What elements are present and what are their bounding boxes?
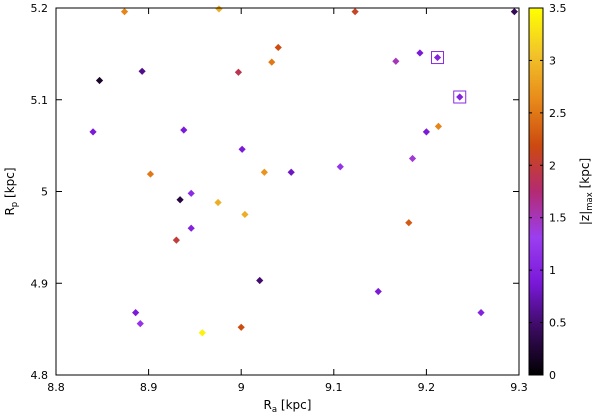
data-point [241,210,249,219]
data-point [95,76,104,85]
data-point [172,236,180,244]
colorbar-tick-label: 2.5 [549,107,567,120]
data-point [214,198,222,207]
y-tick-label: 5.2 [31,2,49,15]
y-tick-label: 4.9 [31,277,49,290]
highlight-box [453,90,467,104]
y-axis-ticks: 4.8 4.9 5 5.1 5.2 [31,2,519,382]
data-point [405,219,413,227]
x-axis-ticks: 8.8 8.9 9 9.1 9.2 9.3 [47,8,528,394]
y-axis-label-main: R [3,207,17,215]
colorbar-tick-label: 3.5 [549,2,567,15]
colorbar-label-main: |z| [578,211,592,225]
colorbar-tick-label: 0 [549,369,556,382]
colorbar-label: |z|max [kpc] [578,158,595,225]
colorbar: 0 0.5 1 1.5 2 2.5 3 3.5 [528,2,567,382]
x-axis-label-main: R [264,398,272,412]
data-point [198,329,206,337]
data-point [136,320,144,328]
data-point [374,287,382,296]
data-point [351,8,359,16]
data-point [416,49,424,57]
colorbar-gradient [528,7,544,376]
y-axis-label: Rp [kpc] [3,167,20,215]
data-point [138,67,146,75]
data-point [237,323,245,331]
data-point [287,168,295,176]
data-point [215,5,223,13]
data-point [456,93,464,101]
data-points [89,5,518,337]
y-axis-label-unit: [kpc] [3,167,17,201]
colorbar-tick-label: 1.5 [549,212,567,225]
y-tick-label: 5 [41,186,48,199]
highlight-box [431,51,445,65]
data-point [234,68,243,76]
data-point [180,126,188,134]
x-tick-label: 9.2 [418,381,436,394]
data-point [260,168,268,176]
data-point [268,58,276,66]
x-tick-label: 9 [238,381,245,394]
x-tick-label: 9.1 [325,381,343,394]
plot-area-frame [55,7,520,376]
data-point [408,154,417,163]
colorbar-label-sub: max [585,192,595,211]
colorbar-tick-label: 0.5 [549,317,567,330]
x-tick-label: 8.8 [47,381,65,394]
data-point [510,8,518,16]
x-tick-label: 8.9 [140,381,158,394]
data-point [274,43,282,52]
data-point [392,57,400,65]
data-point [187,224,195,232]
colorbar-label-unit: [kpc] [578,158,592,192]
colorbar-tick-label: 1 [549,264,556,277]
data-point [336,163,344,171]
data-point [434,122,443,130]
data-point [146,170,155,178]
x-axis-label-unit: [kpc] [277,398,311,412]
data-point [256,276,264,285]
data-point [238,145,246,153]
data-point [132,309,140,317]
y-tick-label: 4.8 [31,369,49,382]
x-axis-label: Ra [kpc] [264,398,312,414]
data-point [433,53,442,62]
data-point [477,309,485,317]
data-point [422,128,430,136]
data-point [187,189,195,197]
x-axis-label-sub: a [272,405,277,414]
data-point [89,128,97,136]
x-tick-label: 9.3 [510,381,528,394]
y-axis-label-sub: p [10,202,20,207]
colorbar-tick-label: 3 [549,54,556,67]
y-tick-label: 5.1 [31,94,49,107]
colorbar-tick-label: 2 [549,159,556,172]
data-point [120,8,129,16]
data-point [176,196,184,204]
